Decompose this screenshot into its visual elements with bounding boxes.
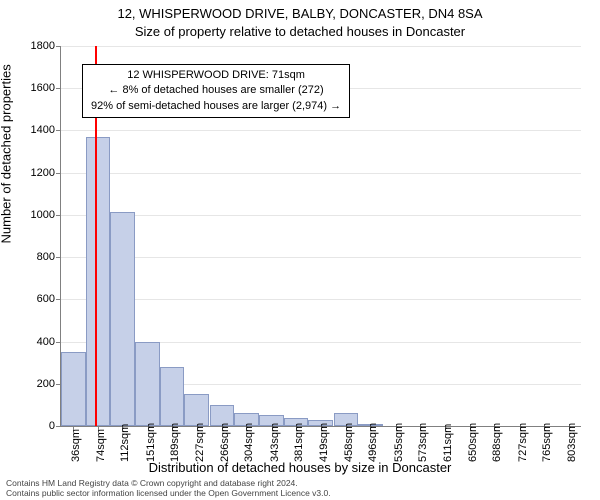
x-tick-label: 688sqm	[491, 423, 503, 462]
gridline	[61, 46, 581, 47]
x-tick-label: 650sqm	[467, 423, 479, 462]
x-tick-label: 189sqm	[169, 423, 181, 462]
y-tick-label: 1200	[15, 167, 55, 179]
y-axis-label: Number of detached properties	[0, 64, 14, 243]
x-tick-label: 151sqm	[145, 423, 157, 462]
x-tick-label: 36sqm	[70, 429, 82, 462]
x-tick-label: 227sqm	[194, 423, 206, 462]
y-tick-mark	[56, 215, 61, 216]
y-tick-mark	[56, 299, 61, 300]
y-tick-label: 200	[15, 378, 55, 390]
footer-line2: Contains public sector information licen…	[6, 488, 331, 498]
x-tick-label: 304sqm	[243, 423, 255, 462]
y-tick-label: 600	[15, 293, 55, 305]
x-tick-label: 74sqm	[95, 429, 107, 462]
y-tick-label: 1000	[15, 209, 55, 221]
footer-attribution: Contains HM Land Registry data © Crown c…	[6, 478, 331, 498]
y-tick-label: 400	[15, 336, 55, 348]
x-tick-label: 573sqm	[417, 423, 429, 462]
y-tick-label: 1400	[15, 124, 55, 136]
x-tick-label: 266sqm	[219, 423, 231, 462]
x-tick-label: 496sqm	[367, 423, 379, 462]
annotation-line2: ← 8% of detached houses are smaller (272…	[91, 83, 341, 98]
gridline	[61, 130, 581, 131]
y-tick-mark	[56, 173, 61, 174]
x-tick-label: 535sqm	[393, 423, 405, 462]
gridline	[61, 215, 581, 216]
gridline	[61, 257, 581, 258]
x-tick-label: 765sqm	[541, 423, 553, 462]
x-tick-label: 419sqm	[318, 423, 330, 462]
x-tick-label: 611sqm	[442, 424, 454, 462]
x-tick-label: 112sqm	[119, 424, 131, 462]
gridline	[61, 299, 581, 300]
histogram-bar	[184, 394, 209, 426]
footer-line1: Contains HM Land Registry data © Crown c…	[6, 478, 331, 488]
histogram-bar	[160, 367, 185, 426]
y-tick-mark	[56, 426, 61, 427]
chart-title-line2: Size of property relative to detached ho…	[0, 24, 600, 39]
x-tick-label: 803sqm	[566, 423, 578, 462]
chart-title-line1: 12, WHISPERWOOD DRIVE, BALBY, DONCASTER,…	[0, 6, 600, 21]
gridline	[61, 173, 581, 174]
histogram-bar	[61, 352, 86, 426]
y-tick-mark	[56, 257, 61, 258]
x-axis-label: Distribution of detached houses by size …	[0, 460, 600, 475]
annotation-box: 12 WHISPERWOOD DRIVE: 71sqm ← 8% of deta…	[82, 64, 350, 118]
histogram-bar	[86, 137, 111, 426]
y-tick-mark	[56, 130, 61, 131]
histogram-bar	[110, 212, 135, 426]
y-tick-label: 800	[15, 251, 55, 263]
y-tick-label: 0	[15, 420, 55, 432]
y-tick-mark	[56, 46, 61, 47]
y-tick-label: 1800	[15, 40, 55, 52]
x-tick-label: 727sqm	[517, 423, 529, 462]
y-tick-mark	[56, 342, 61, 343]
x-tick-label: 458sqm	[343, 423, 355, 462]
x-tick-label: 381sqm	[293, 423, 305, 462]
x-tick-label: 343sqm	[269, 423, 281, 462]
y-tick-label: 1600	[15, 82, 55, 94]
histogram-bar	[135, 342, 160, 426]
annotation-line1: 12 WHISPERWOOD DRIVE: 71sqm	[91, 68, 341, 83]
annotation-line3: 92% of semi-detached houses are larger (…	[91, 99, 341, 114]
y-tick-mark	[56, 88, 61, 89]
chart-container: 12, WHISPERWOOD DRIVE, BALBY, DONCASTER,…	[0, 0, 600, 500]
